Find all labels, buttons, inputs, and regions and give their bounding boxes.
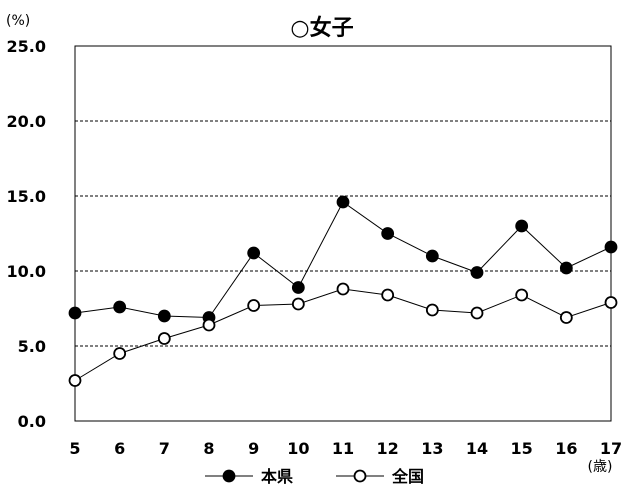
series-1-point: [470, 306, 484, 320]
y-tick-label: 10.0: [7, 262, 46, 281]
series-1-point: [157, 332, 171, 345]
series-0-point: [291, 281, 305, 294]
x-axis-unit-label: (歳): [588, 459, 613, 475]
x-tick-label: 16: [555, 439, 577, 458]
legend-label-1: 全国: [391, 467, 424, 486]
x-tick-label: 14: [466, 439, 488, 458]
legend-marker-1: [353, 469, 367, 483]
series-0-point: [68, 306, 82, 320]
series-1-point: [291, 297, 305, 311]
plot-area-frame: [74, 45, 612, 422]
x-tick-label: 5: [69, 439, 80, 458]
y-tick-label: 15.0: [7, 187, 46, 206]
x-tick-label: 11: [332, 439, 354, 458]
series-0-point: [515, 219, 529, 233]
series-1-point: [336, 282, 350, 296]
x-tick-label: 13: [421, 439, 443, 458]
series-1-point: [515, 288, 529, 302]
y-axis-ticks: 0.0 5.0 10.0 15.0 20.0 25.0: [7, 37, 46, 431]
series-0-point: [113, 300, 127, 314]
legend: 本県 全国: [205, 467, 424, 486]
series-1-point: [381, 288, 395, 302]
chart-title: ○女子: [290, 15, 353, 41]
legend-marker-0: [222, 469, 236, 483]
series-1-point: [202, 318, 216, 332]
series-0-point: [559, 261, 573, 275]
x-tick-label: 10: [287, 439, 309, 458]
x-tick-label: 17: [600, 439, 622, 458]
series-0-point: [247, 246, 261, 260]
grid-lines: [75, 120, 611, 347]
series-0-point: [157, 309, 171, 323]
series-1-point: [68, 374, 82, 387]
series-0-point: [604, 240, 618, 254]
x-tick-label: 8: [203, 439, 214, 458]
y-tick-label: 25.0: [7, 37, 46, 56]
series-1-point: [247, 299, 261, 312]
x-tick-label: 12: [377, 439, 399, 458]
series-1-point: [425, 303, 439, 317]
series-layer: [68, 195, 618, 387]
x-tick-label: 6: [114, 439, 125, 458]
x-axis-ticks: 5 6 7 8 9 10 11 12 13 14 15 16 17: [69, 439, 622, 458]
series-1-point: [559, 311, 573, 324]
x-tick-label: 7: [159, 439, 170, 458]
y-tick-label: 0.0: [18, 412, 46, 431]
series-0-point: [470, 266, 484, 279]
series-line-1: [74, 288, 612, 381]
series-0-point: [381, 227, 395, 240]
legend-label-0: 本県: [261, 467, 293, 486]
series-1-point: [604, 296, 618, 309]
y-tick-label: 5.0: [18, 337, 46, 356]
series-1-point: [113, 347, 127, 360]
y-tick-label: 20.0: [7, 112, 46, 131]
x-tick-label: 9: [248, 439, 259, 458]
series-line-0: [74, 201, 612, 319]
series-0-point: [336, 195, 350, 209]
series-0-point: [425, 249, 439, 263]
y-axis-unit-label: (%): [6, 13, 30, 29]
x-tick-label: 15: [511, 439, 533, 458]
